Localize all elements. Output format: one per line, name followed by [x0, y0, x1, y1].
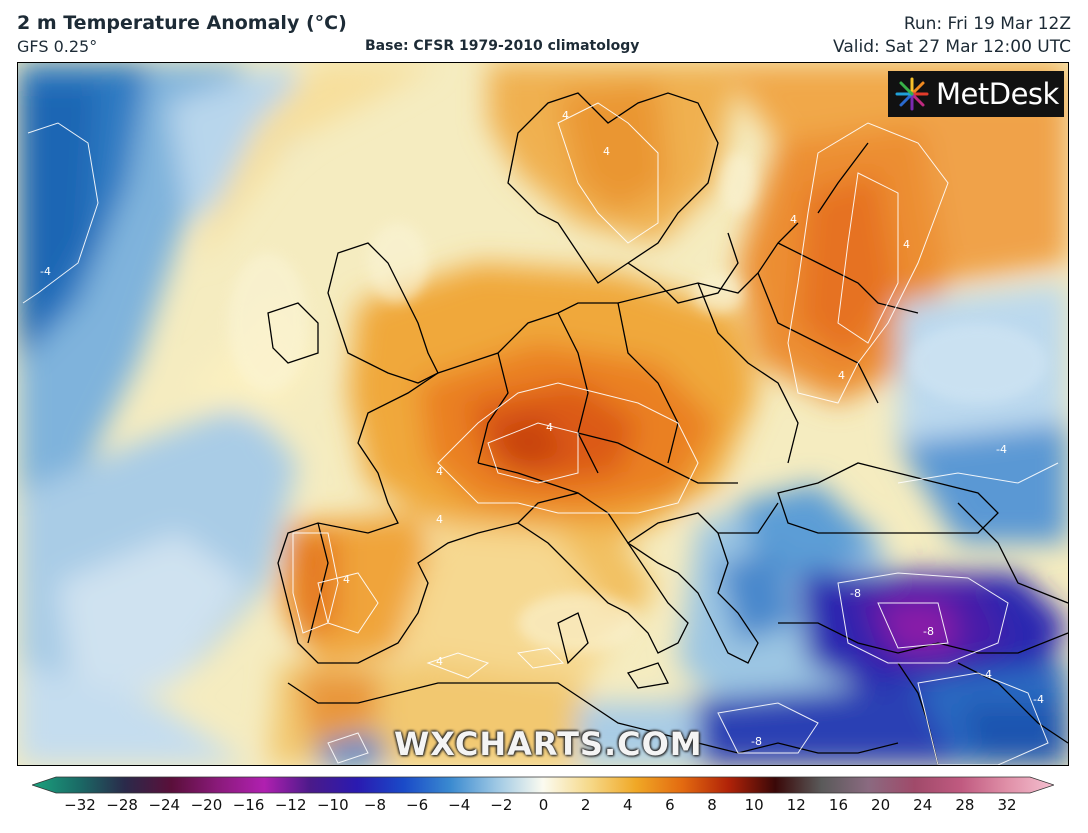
colorbar-tick-label: −24: [148, 796, 181, 814]
contour-label: -4: [40, 265, 51, 278]
colorbar-tick-label: 16: [828, 796, 848, 814]
colorbar-tick-label: 0: [538, 796, 549, 814]
contour-label: 4: [546, 421, 553, 434]
colorbar-tick-label: −20: [190, 796, 223, 814]
chart-title: 2 m Temperature Anomaly (°C): [17, 12, 347, 34]
contour-lines: [22, 102, 1059, 765]
watermark: WXCHARTS.COM: [394, 725, 703, 763]
anomaly-map: 4 4 4 4 4 4 4 4 4 4 -4 -4 -4 -4 -8 -8 -8: [17, 62, 1069, 766]
contour-label: 4: [343, 573, 350, 586]
contour-label: -4: [996, 443, 1007, 456]
contour-label: 4: [436, 465, 443, 478]
colorbar-tick-label: −4: [448, 796, 471, 814]
sunburst-icon: [895, 77, 929, 111]
colorbar-tick-label: −32: [64, 796, 96, 814]
valid-time: Valid: Sat 27 Mar 12:00 UTC: [833, 37, 1071, 57]
colorbar-tick-label: 6: [665, 796, 675, 814]
contour-label: 4: [436, 655, 443, 668]
contour-label: -4: [981, 668, 992, 681]
anomaly-field: [18, 63, 1068, 765]
logo-text: MetDesk: [936, 77, 1059, 111]
contour-label: 4: [562, 109, 569, 122]
colorbar: [32, 776, 1054, 794]
colorbar-tick-label: 12: [786, 796, 806, 814]
colorbar-bar: [32, 776, 1054, 794]
anomaly-texture: [228, 153, 1048, 653]
model-name: GFS 0.25°: [17, 37, 98, 56]
metdesk-logo: MetDesk: [888, 71, 1064, 117]
contour-label: -8: [751, 735, 762, 748]
run-time: Run: Fri 19 Mar 12Z: [903, 14, 1071, 34]
colorbar-tick-label: −28: [106, 796, 138, 814]
colorbar-tick-label: 10: [744, 796, 764, 814]
colorbar-tick-label: 20: [871, 796, 891, 814]
colorbar-tick-label: −8: [363, 796, 387, 814]
contour-label: 4: [838, 369, 845, 382]
contour-label: -8: [923, 625, 934, 638]
contour-label: 4: [903, 238, 910, 251]
colorbar-tick-label: −2: [490, 796, 513, 814]
colorbar-tick-label: −10: [316, 796, 349, 814]
contour-label-group: 4 4 4 4 4 4 4 4 4 4 -4 -4 -4 -4 -8 -8 -8: [40, 109, 1044, 748]
colorbar-tick-label: 24: [913, 796, 933, 814]
base-climatology: Base: CFSR 1979-2010 climatology: [365, 38, 640, 54]
colorbar-tick-label: 2: [580, 796, 591, 814]
colorbar-tick-label: 8: [707, 796, 717, 814]
colorbar-tick-label: 28: [955, 796, 975, 814]
colorbar-tick-label: −12: [274, 796, 307, 814]
contour-label: 4: [603, 145, 610, 158]
contour-label: 4: [436, 513, 443, 526]
contour-label: 4: [790, 213, 797, 226]
colorbar-tick-label: −16: [232, 796, 265, 814]
contour-label: -8: [850, 587, 861, 600]
map-canvas: 4 4 4 4 4 4 4 4 4 4 -4 -4 -4 -4 -8 -8 -8: [18, 63, 1068, 765]
colorbar-ticks: −32 −28 −24 −20 −16 −12 −10 −8 −6 −4 −2 0 2 4 6 8 10 12 16…: [0, 796, 1088, 820]
contour-label: -4: [1033, 693, 1044, 706]
colorbar-tick-label: 32: [997, 796, 1017, 814]
coastlines: [267, 92, 1068, 765]
colorbar-tick-label: −6: [406, 796, 429, 814]
colorbar-tick-label: 4: [622, 796, 633, 814]
